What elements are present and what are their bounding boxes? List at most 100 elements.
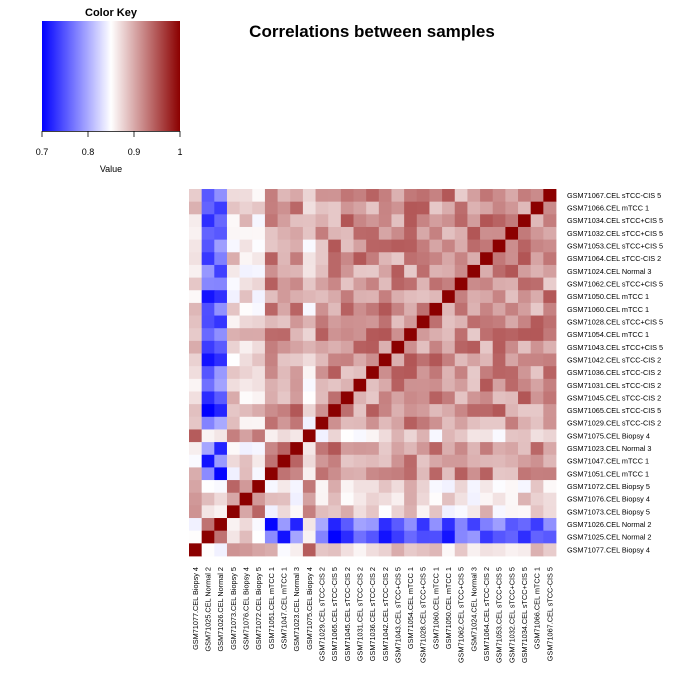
heatmap-cell — [416, 378, 430, 392]
heatmap-cell — [252, 429, 266, 443]
heatmap-cell — [378, 530, 392, 544]
heatmap-cell — [467, 290, 481, 304]
heatmap-cell — [442, 480, 456, 494]
heatmap-cell — [201, 518, 215, 532]
heatmap-cell — [277, 366, 291, 380]
heatmap-cell — [201, 302, 215, 316]
chart-title: Correlations between samples — [249, 22, 495, 41]
heatmap-cell — [467, 492, 481, 506]
column-label: GSM71026.CEL Normal 2 — [216, 567, 225, 652]
heatmap-cell — [505, 315, 519, 329]
heatmap-cell — [429, 429, 443, 443]
heatmap-cell — [277, 277, 291, 291]
heatmap-cell — [315, 290, 329, 304]
heatmap-cell — [239, 302, 253, 316]
row-label: GSM71077.CEL Biopsy 4 — [567, 545, 650, 554]
heatmap-cell — [366, 315, 380, 329]
heatmap-cell — [530, 189, 544, 203]
heatmap-cell — [492, 505, 506, 519]
heatmap-cell — [315, 404, 329, 418]
heatmap-cell — [189, 353, 203, 367]
heatmap-cell — [328, 353, 342, 367]
heatmap-cell — [340, 530, 354, 544]
heatmap-cell — [480, 366, 494, 380]
heatmap-cell — [226, 454, 241, 468]
heatmap-cell — [391, 467, 405, 481]
row-label: GSM71075.CEL Biopsy 4 — [567, 431, 650, 440]
heatmap-cell — [340, 543, 354, 557]
heatmap-cell — [226, 328, 241, 342]
heatmap-cell — [543, 391, 557, 405]
row-label: GSM71034.CEL sTCC+CIS 5 — [567, 216, 663, 225]
heatmap-cell — [454, 340, 468, 354]
heatmap-cell — [378, 277, 392, 291]
heatmap-cell — [214, 492, 228, 506]
heatmap-cell — [518, 467, 532, 481]
heatmap-cell — [189, 378, 203, 392]
heatmap-cell — [505, 518, 519, 532]
heatmap-cell — [454, 492, 468, 506]
heatmap-cell — [492, 543, 506, 557]
heatmap-cell — [505, 378, 519, 392]
heatmap-cell — [214, 353, 228, 367]
heatmap-cell — [492, 302, 506, 316]
heatmap-cell — [315, 480, 329, 494]
heatmap-cell — [505, 404, 519, 418]
heatmap-cell — [353, 454, 367, 468]
heatmap-cell — [492, 442, 506, 456]
heatmap-cell — [353, 378, 367, 392]
heatmap-cell — [543, 416, 557, 430]
heatmap-cell — [201, 404, 215, 418]
heatmap-cell — [454, 391, 468, 405]
heatmap-cell — [454, 189, 468, 203]
heatmap-cell — [264, 353, 278, 367]
row-label: GSM71031.CEL sTCC-CIS 2 — [567, 381, 661, 390]
heatmap-cell — [315, 353, 329, 367]
heatmap-cell — [366, 226, 380, 241]
heatmap-cell — [416, 530, 430, 544]
heatmap-cell — [404, 404, 418, 418]
heatmap-cell — [302, 302, 316, 316]
heatmap-cell — [264, 391, 278, 405]
heatmap-cell — [277, 290, 291, 304]
heatmap-cell — [454, 543, 468, 557]
heatmap-cell — [467, 454, 481, 468]
heatmap-cell — [416, 290, 430, 304]
heatmap-cell — [302, 492, 316, 506]
heatmap-cell — [518, 505, 532, 519]
heatmap-cell — [429, 189, 443, 203]
heatmap-cell — [467, 214, 481, 228]
heatmap-cell — [530, 214, 544, 228]
heatmap-cell — [189, 454, 203, 468]
heatmap-cell — [328, 315, 342, 329]
heatmap-cell — [214, 518, 228, 532]
heatmap-cell — [404, 378, 418, 392]
heatmap-cell — [416, 201, 430, 215]
heatmap-cell — [467, 404, 481, 418]
heatmap-cell — [277, 492, 291, 506]
heatmap-cell — [315, 492, 329, 506]
row-label: GSM71050.CEL mTCC 1 — [567, 292, 649, 301]
heatmap-cell — [264, 505, 278, 519]
heatmap-cell — [277, 214, 291, 228]
heatmap-cell — [518, 264, 532, 278]
heatmap-cell — [189, 264, 203, 278]
heatmap-cell — [505, 302, 519, 316]
heatmap-cell — [391, 454, 405, 468]
heatmap-cell — [404, 201, 418, 215]
heatmap-cell — [518, 454, 532, 468]
heatmap-cell — [416, 467, 430, 481]
column-label: GSM71066.CEL mTCC 1 — [533, 567, 542, 649]
heatmap-cell — [518, 290, 532, 304]
heatmap-cell — [454, 328, 468, 342]
heatmap-cell — [239, 530, 253, 544]
column-label: GSM71054.CEL mTCC 1 — [406, 567, 415, 649]
heatmap-cell — [277, 239, 291, 253]
heatmap-cell — [226, 226, 241, 241]
column-label: GSM71047.CEL mTCC 1 — [280, 567, 289, 649]
heatmap-cell — [239, 239, 253, 253]
heatmap-cell — [226, 315, 241, 329]
heatmap-cell — [391, 189, 405, 203]
heatmap-cell — [353, 214, 367, 228]
